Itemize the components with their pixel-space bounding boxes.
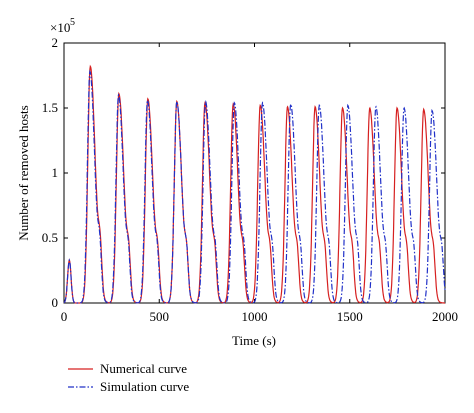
y-tick-label: 1	[52, 165, 59, 180]
legend: Numerical curve Simulation curve	[68, 361, 189, 394]
y-tick-label: 0	[52, 295, 59, 310]
legend-label-simulation: Simulation curve	[100, 379, 189, 394]
series-line-simulation	[63, 69, 446, 304]
x-tick-label: 500	[150, 309, 170, 324]
x-tick-label: 1500	[337, 309, 363, 324]
y-tick-label: 0.5	[42, 230, 58, 245]
y-tick-label: 2	[52, 35, 59, 50]
x-tick-label: 1000	[242, 309, 268, 324]
y-tick-label: 1.5	[42, 100, 58, 115]
y-axis-label: Number of removed hosts	[16, 105, 31, 240]
axis-ticks: 0 500 1000 1500 2000 0 0.5 1 1.5 2	[42, 35, 458, 324]
legend-label-numerical: Numerical curve	[100, 361, 187, 376]
series-layer	[63, 64, 446, 304]
x-tick-label: 0	[61, 309, 68, 324]
plot-frame	[63, 42, 446, 304]
x-tick-label: 2000	[432, 309, 458, 324]
x-axis-label: Time (s)	[232, 333, 276, 348]
y-multiplier-label: ×10	[50, 20, 70, 35]
y-multiplier-exponent: 5	[70, 17, 75, 28]
